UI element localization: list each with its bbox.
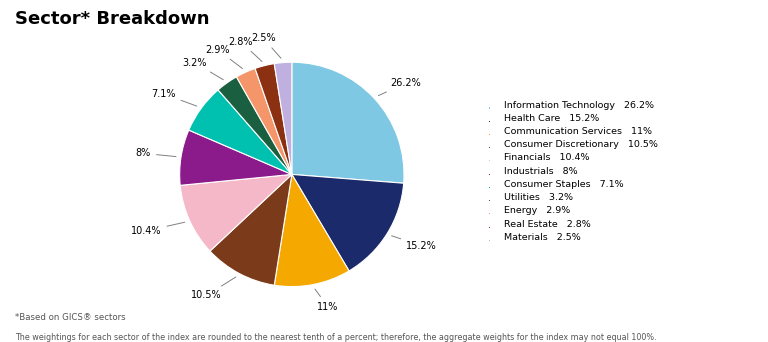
Text: 7.1%: 7.1% xyxy=(151,89,197,106)
Text: 2.9%: 2.9% xyxy=(205,45,243,68)
Text: Sector* Breakdown: Sector* Breakdown xyxy=(15,10,210,28)
Wedge shape xyxy=(210,174,292,285)
Text: The weightings for each sector of the index are rounded to the nearest tenth of : The weightings for each sector of the in… xyxy=(15,333,657,342)
Wedge shape xyxy=(189,90,292,174)
Text: *Based on GICS® sectors: *Based on GICS® sectors xyxy=(15,313,126,322)
Wedge shape xyxy=(274,62,292,174)
Text: 2.8%: 2.8% xyxy=(228,37,262,62)
Wedge shape xyxy=(180,130,292,185)
Text: 8%: 8% xyxy=(136,148,176,158)
Text: 10.4%: 10.4% xyxy=(131,222,185,236)
Text: 3.2%: 3.2% xyxy=(183,58,223,80)
Text: 2.5%: 2.5% xyxy=(251,33,281,58)
Wedge shape xyxy=(292,62,404,183)
Text: 26.2%: 26.2% xyxy=(379,78,422,96)
Text: 10.5%: 10.5% xyxy=(191,277,236,300)
Wedge shape xyxy=(237,68,292,174)
Text: 15.2%: 15.2% xyxy=(392,236,437,251)
Wedge shape xyxy=(255,64,292,174)
Wedge shape xyxy=(218,77,292,174)
Wedge shape xyxy=(292,174,404,271)
Text: 11%: 11% xyxy=(315,289,339,312)
Legend: Information Technology   26.2%, Health Care   15.2%, Communication Services   11: Information Technology 26.2%, Health Car… xyxy=(488,100,657,242)
Wedge shape xyxy=(274,174,349,287)
Wedge shape xyxy=(180,174,292,251)
